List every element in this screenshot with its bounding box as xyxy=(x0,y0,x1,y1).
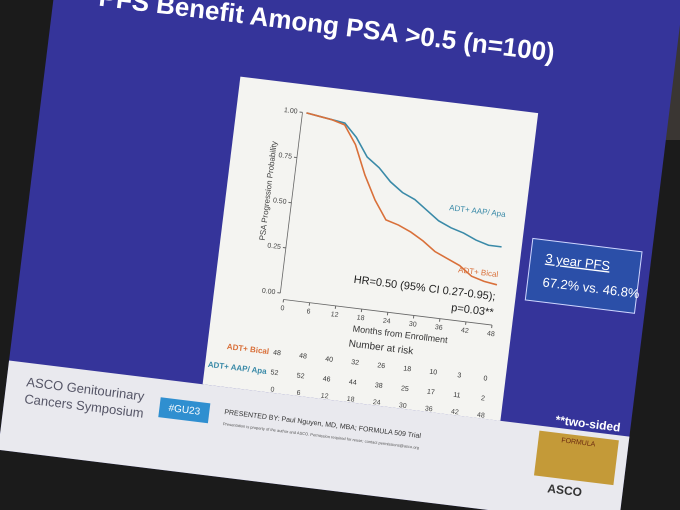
risk-count: 32 xyxy=(351,359,360,367)
x-tick-label: 42 xyxy=(460,327,469,335)
x-tick-label: 12 xyxy=(330,311,339,319)
risk-count: 48 xyxy=(273,349,282,357)
risk-count: 38 xyxy=(374,382,383,390)
x-tick-label: 36 xyxy=(434,324,443,332)
risk-count: 52 xyxy=(296,373,305,381)
risk-count: 3 xyxy=(457,372,462,379)
y-tick-label: 0.25 xyxy=(267,242,281,251)
risk-table-time: 0 xyxy=(270,386,275,393)
x-tick-label: 18 xyxy=(356,314,365,322)
risk-count: 0 xyxy=(483,375,488,382)
risk-count: 11 xyxy=(453,392,461,400)
x-tick-label: 6 xyxy=(306,308,311,315)
trial-badge-text: FORMULA xyxy=(561,437,596,448)
trial-badge xyxy=(533,430,619,486)
risk-table-time: 42 xyxy=(451,409,460,417)
y-tick-label: 0.75 xyxy=(278,152,292,161)
risk-count: 48 xyxy=(299,353,308,361)
series-line xyxy=(306,112,502,248)
risk-table-time: 18 xyxy=(346,396,355,404)
slide-footer-band xyxy=(0,360,630,510)
risk-count: 25 xyxy=(400,385,409,393)
annotation: p=0.03** xyxy=(451,302,495,319)
risk-count: 46 xyxy=(322,376,331,384)
risk-count: 17 xyxy=(427,389,436,397)
asco-logo: ASCO xyxy=(547,481,583,499)
risk-table-time: 36 xyxy=(424,405,433,413)
risk-count: 2 xyxy=(481,395,486,402)
series-line xyxy=(306,112,498,286)
risk-table-time: 24 xyxy=(372,399,381,407)
risk-count: 10 xyxy=(429,369,438,377)
risk-table-time: 12 xyxy=(320,393,329,401)
chart-panel xyxy=(202,76,539,421)
x-tick-label: 0 xyxy=(280,305,285,312)
y-tick-label: 0.50 xyxy=(272,197,286,206)
y-tick-label: 0.00 xyxy=(261,288,275,297)
risk-count: 26 xyxy=(377,362,386,370)
risk-count: 18 xyxy=(403,365,412,373)
x-tick-label: 48 xyxy=(487,330,496,338)
risk-table-time: 30 xyxy=(398,402,407,410)
risk-count: 52 xyxy=(270,369,279,377)
hashtag: #GU23 xyxy=(168,403,201,418)
x-tick-label: 30 xyxy=(408,321,417,329)
risk-table-time: 6 xyxy=(296,390,301,397)
risk-count: 40 xyxy=(325,356,334,364)
risk-count: 44 xyxy=(348,379,357,387)
hashtag-badge xyxy=(158,397,211,424)
x-tick-label: 24 xyxy=(382,318,391,326)
y-tick-label: 1.00 xyxy=(284,107,298,116)
pfs-box xyxy=(524,237,643,314)
risk-table-time: 48 xyxy=(477,412,486,420)
